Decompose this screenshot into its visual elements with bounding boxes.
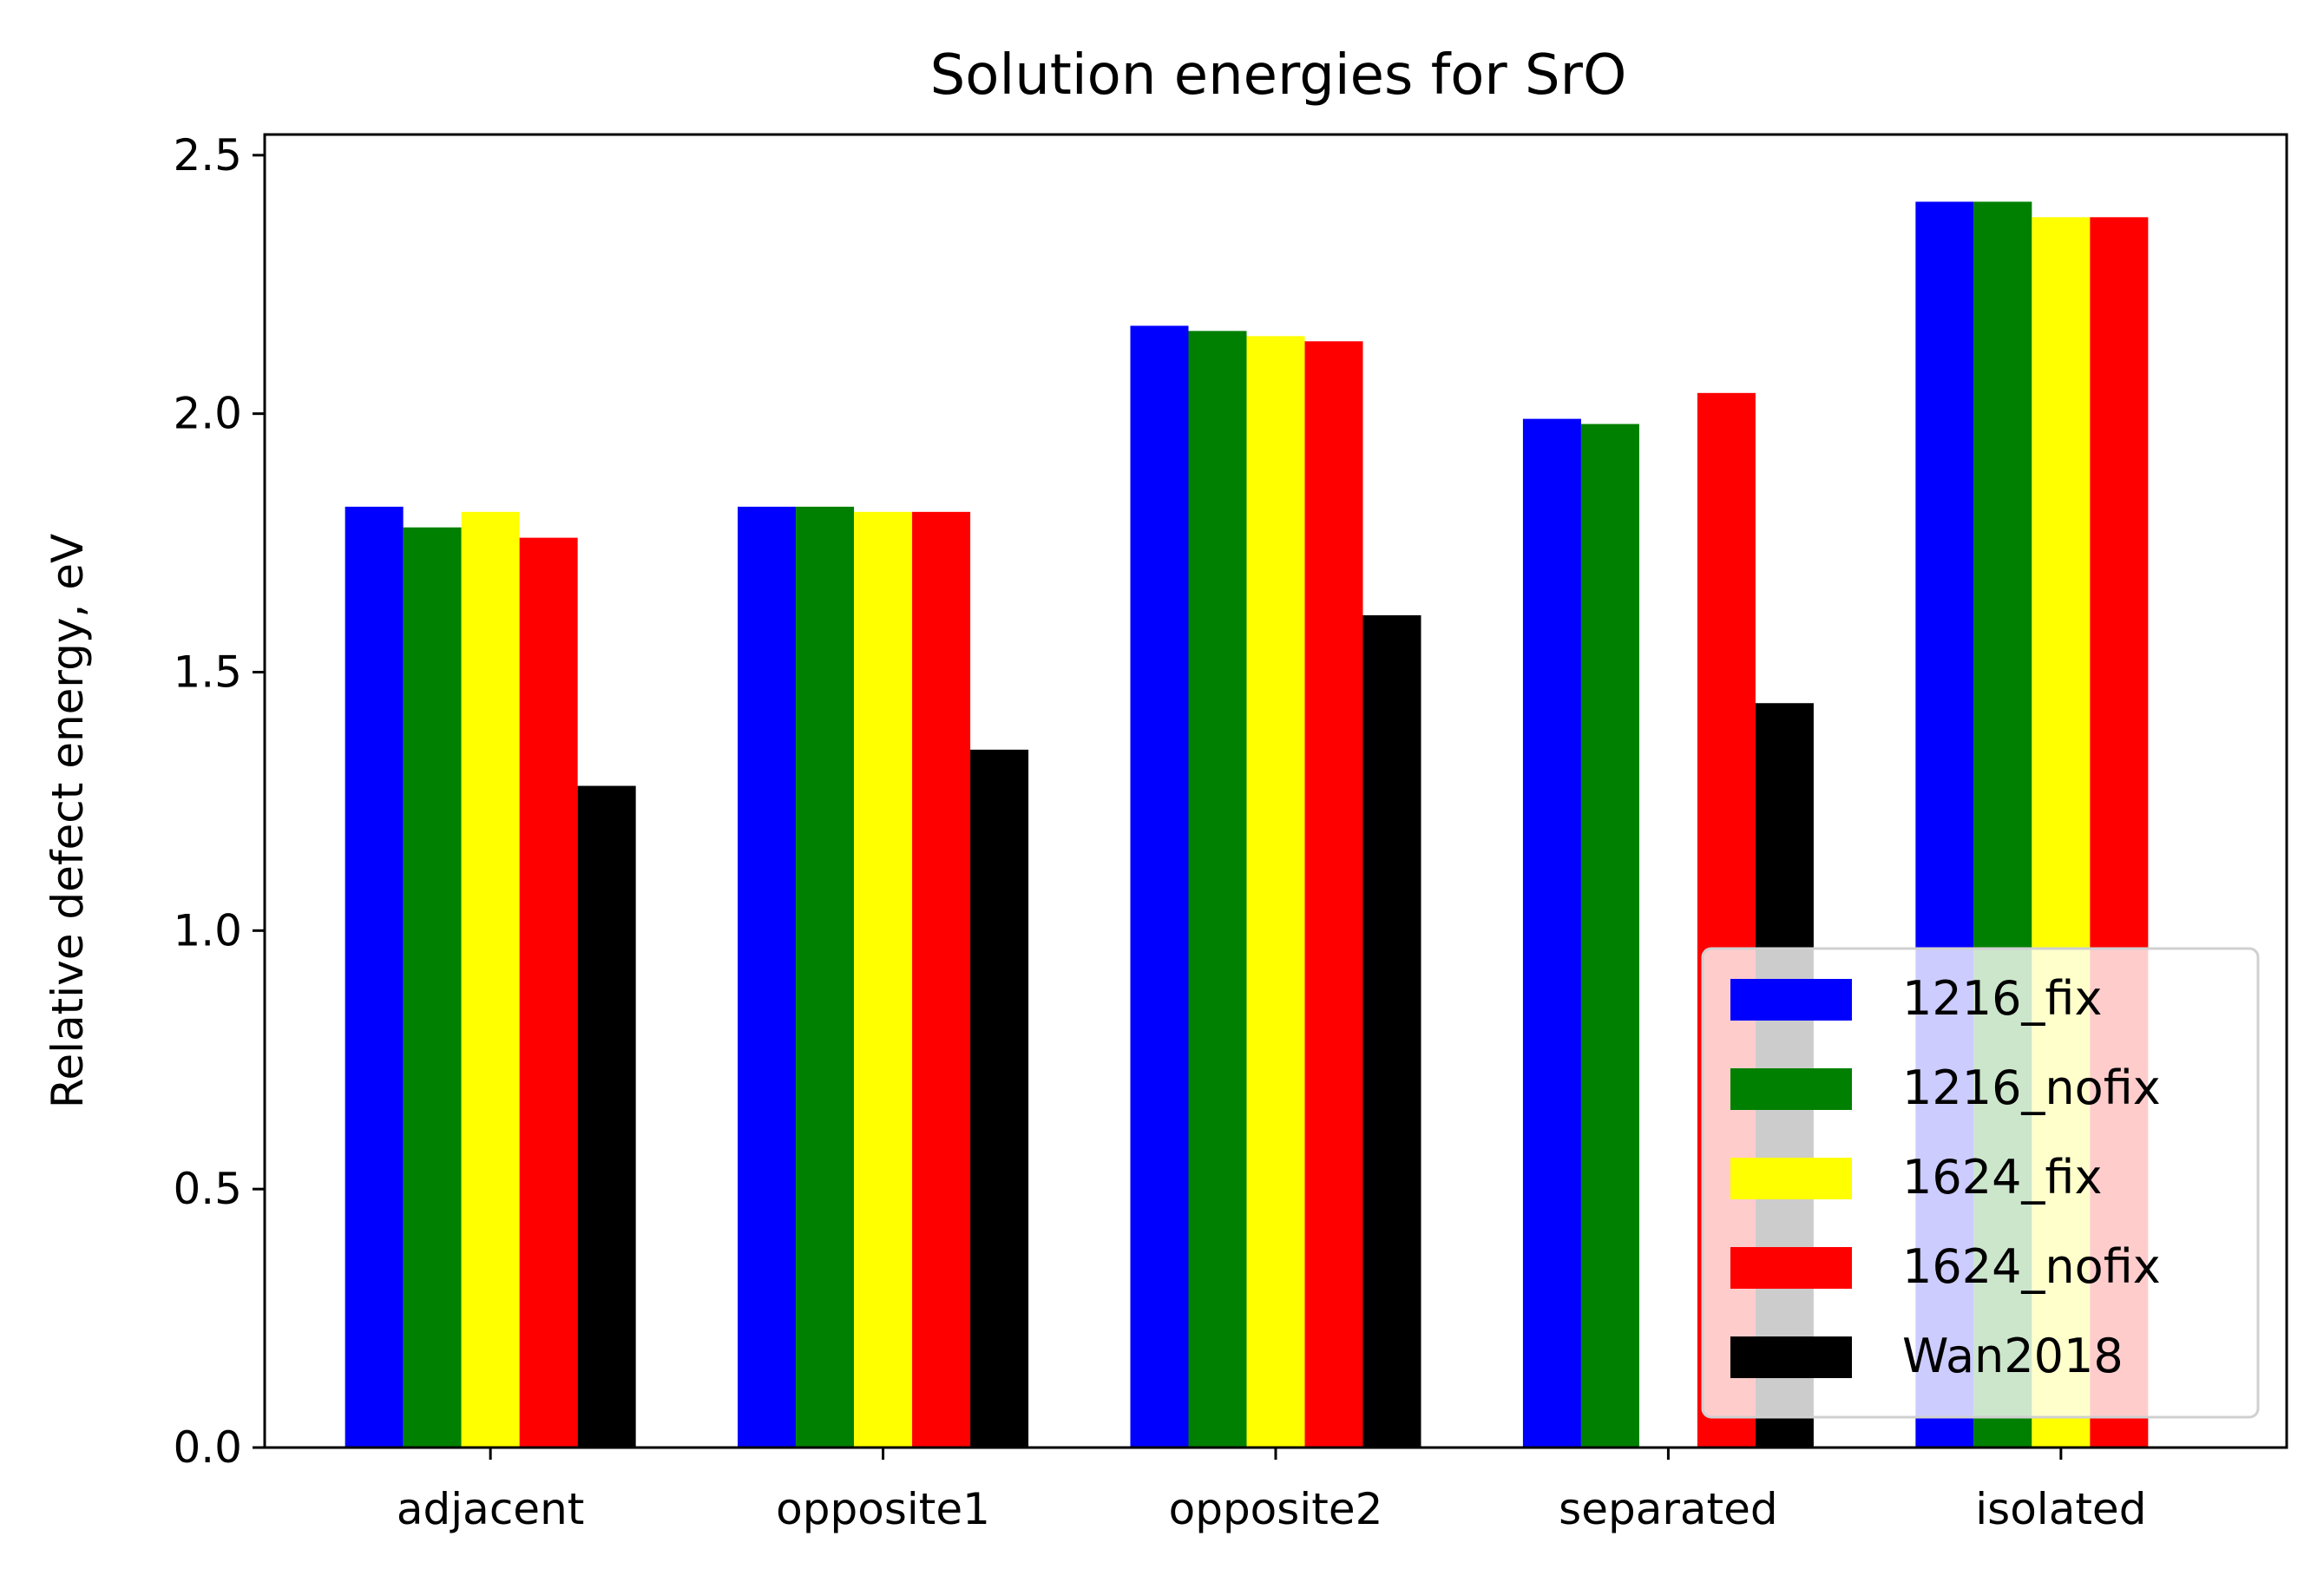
y-tick-label: 2.5	[173, 130, 242, 181]
legend-label: 1624_nofix	[1902, 1239, 2161, 1294]
y-tick-label: 1.0	[173, 905, 242, 955]
x-tick-label: separated	[1559, 1484, 1778, 1534]
bar-1624_fix-opposite2	[1246, 336, 1305, 1448]
y-tick-label: 2.0	[173, 389, 242, 439]
legend: 1216_fix 1216_nofix 1624_fix 1624_nofix Wan2…	[1701, 947, 2260, 1419]
legend-swatch-1624_fix	[1730, 1158, 1852, 1199]
legend-swatch-1216_fix	[1730, 979, 1852, 1021]
y-tick-label: 1.5	[173, 647, 242, 697]
x-tick-label: isolated	[1975, 1484, 2146, 1534]
bar-1624_fix-adjacent	[461, 511, 520, 1448]
x-tick-label: opposite1	[776, 1484, 990, 1534]
legend-swatch-1216_nofix	[1730, 1068, 1852, 1110]
legend-label: 1216_fix	[1902, 971, 2102, 1026]
legend-label: 1216_nofix	[1902, 1060, 2161, 1115]
bar-1216_nofix-adjacent	[403, 527, 462, 1448]
chart-title: Solution energies for SrO	[930, 43, 1627, 108]
legend-label: Wan2018	[1902, 1329, 2124, 1383]
axes-layer: 0.0 0.5 1.0 1.5 2.0 2.5 adjacent opposite1 oppos…	[173, 130, 2288, 1534]
bar-1216_nofix-separated	[1580, 424, 1639, 1448]
bar-1216_fix-separated	[1522, 418, 1581, 1448]
y-tick-label: 0.5	[173, 1164, 242, 1214]
bar-1624_nofix-adjacent	[519, 537, 578, 1448]
bar-Wan2018-opposite1	[970, 749, 1029, 1448]
legend-swatch-1624_nofix	[1730, 1247, 1852, 1289]
legend-box	[1701, 947, 2260, 1419]
x-tick-label: adjacent	[397, 1484, 584, 1534]
bar-1216_fix-opposite1	[738, 506, 797, 1448]
bar-1216_fix-opposite2	[1130, 325, 1189, 1448]
bar-1216_fix-adjacent	[345, 506, 404, 1448]
y-tick-label: 0.0	[173, 1422, 242, 1473]
legend-swatch-Wan2018	[1730, 1336, 1852, 1378]
bar-Wan2018-opposite2	[1362, 614, 1421, 1448]
x-tick-label: opposite2	[1169, 1484, 1383, 1534]
bar-Wan2018-adjacent	[577, 785, 636, 1448]
legend-label: 1624_fix	[1902, 1150, 2102, 1205]
bar-1216_nofix-opposite1	[796, 506, 855, 1448]
bar-1624_nofix-opposite1	[912, 511, 971, 1448]
bar-1216_nofix-opposite2	[1188, 331, 1247, 1448]
bar-1624_fix-opposite1	[854, 511, 913, 1448]
bar-1624_nofix-opposite2	[1304, 341, 1363, 1448]
y-axis-label: Relative defect energy, eV	[43, 534, 93, 1108]
